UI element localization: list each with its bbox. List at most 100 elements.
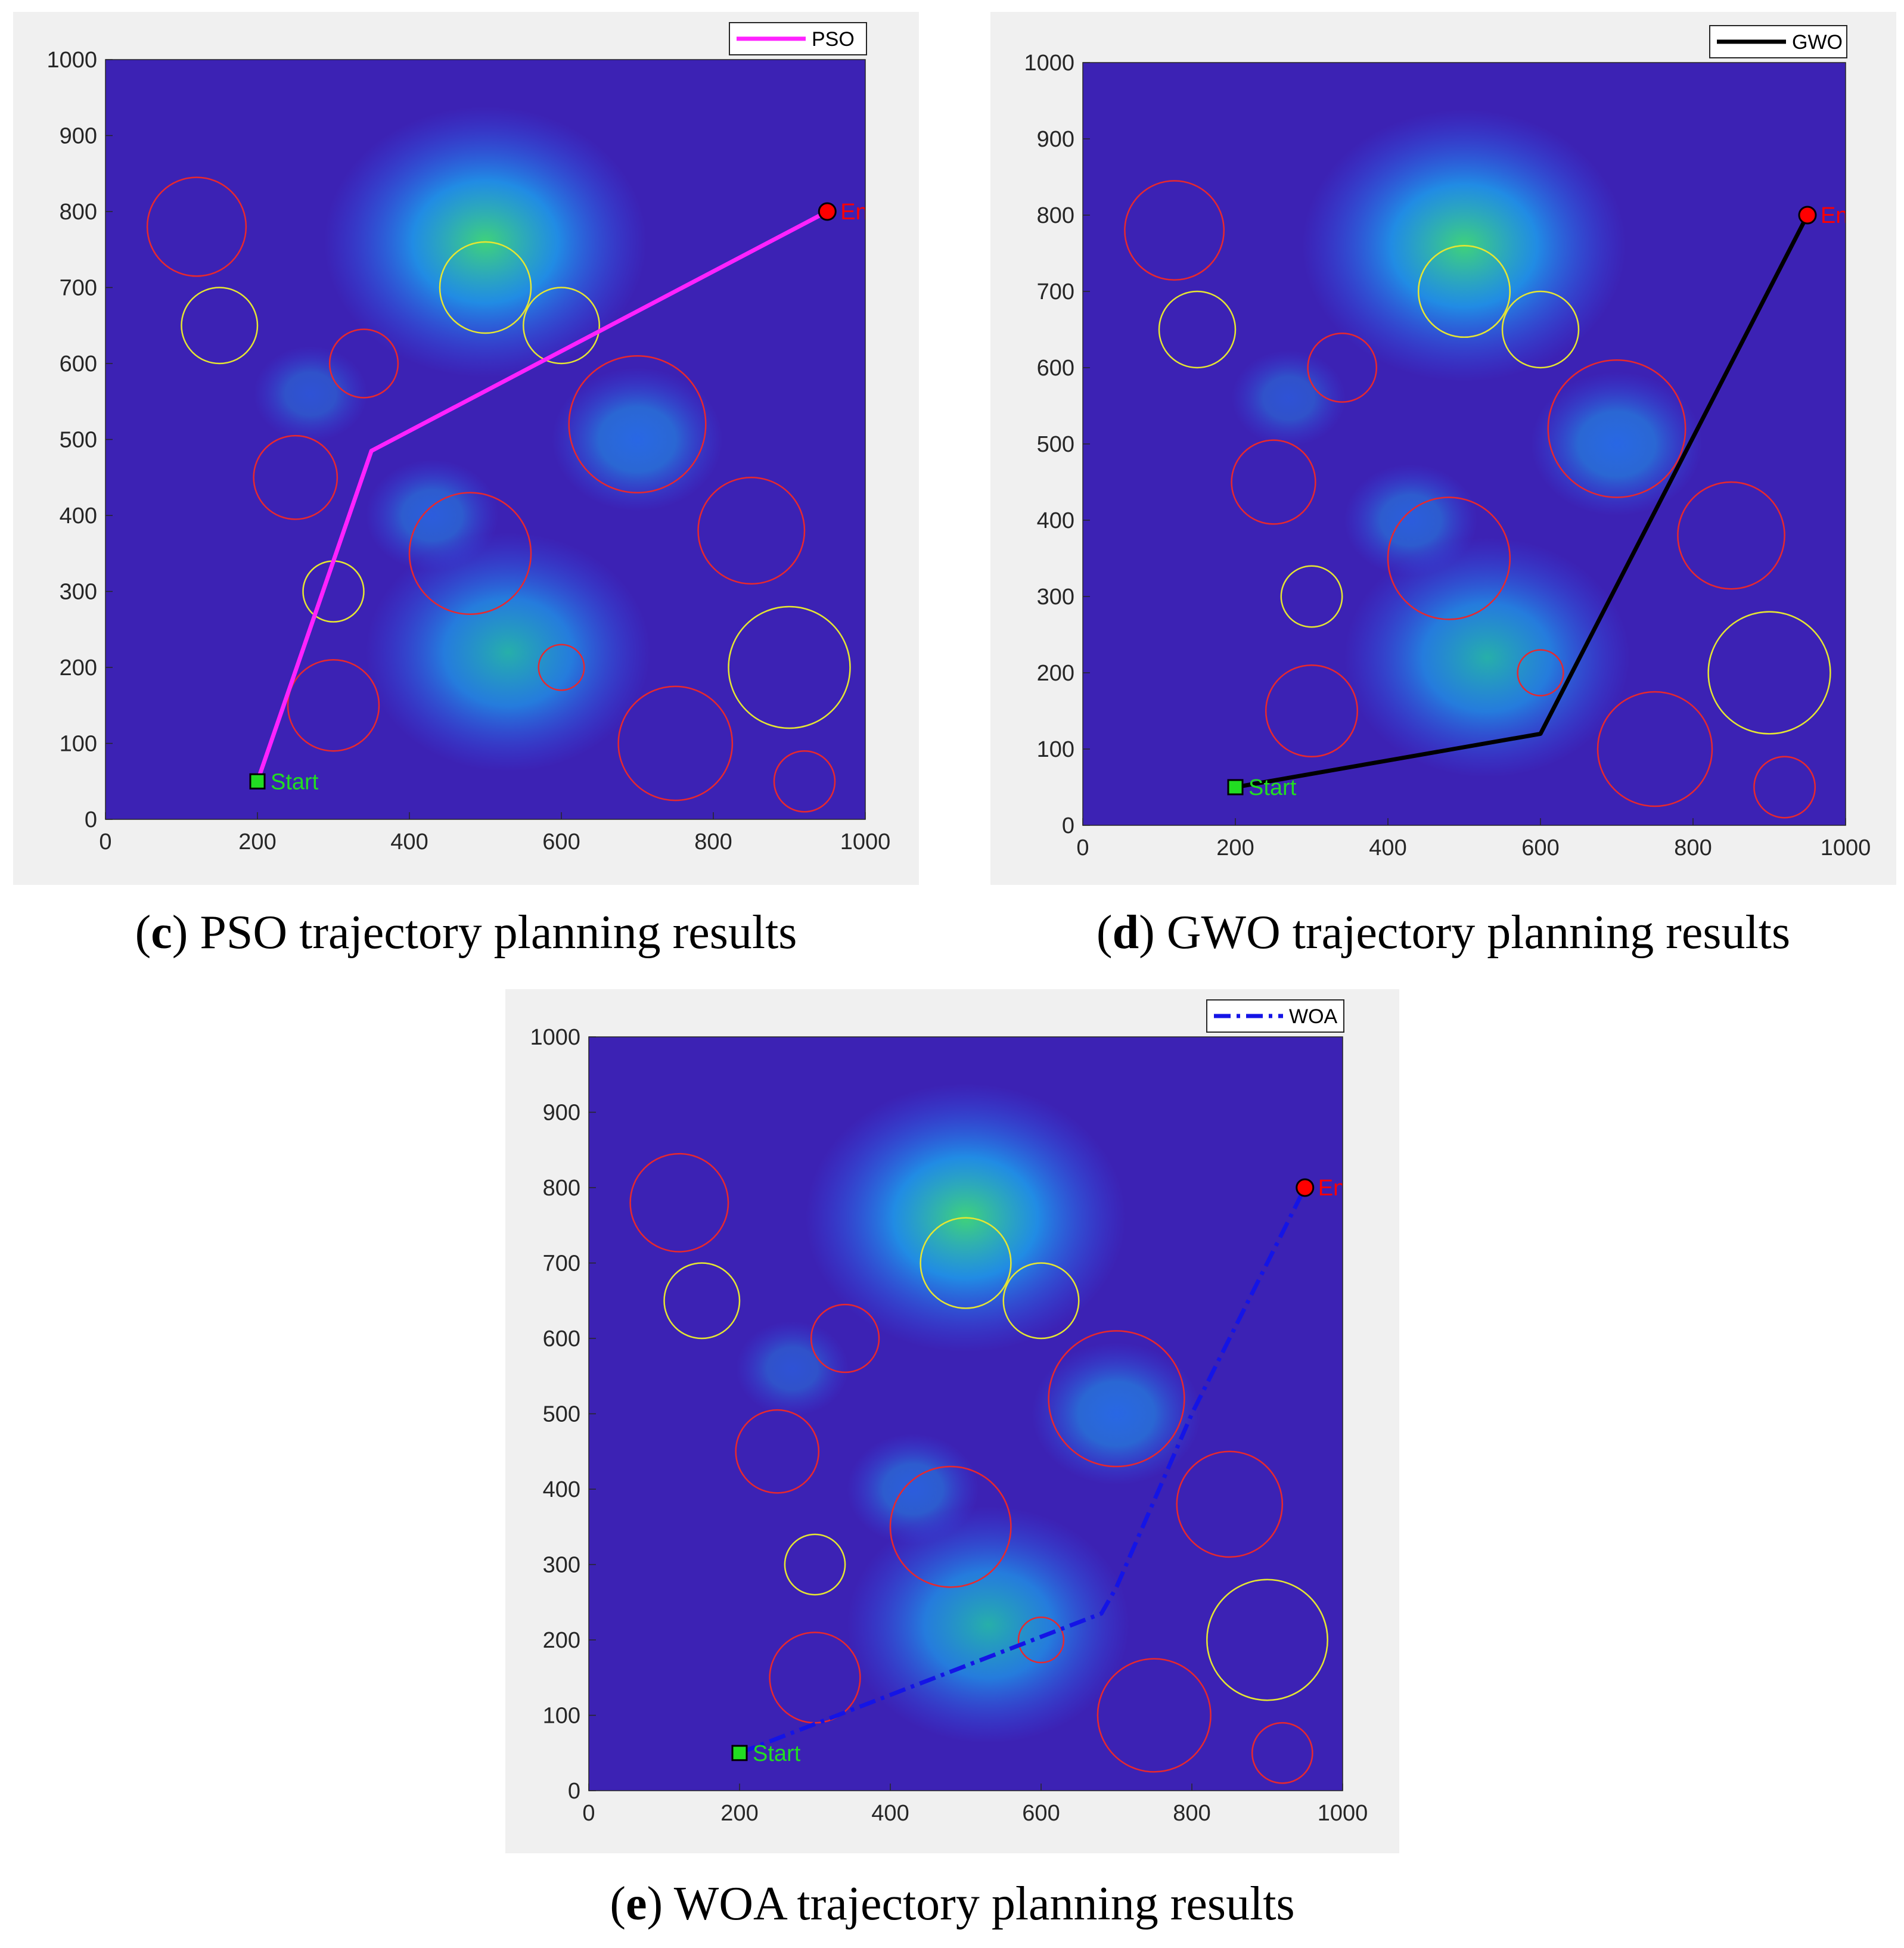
y-tick-label: 0 xyxy=(568,1779,580,1804)
red-threat-circle xyxy=(735,1409,820,1494)
y-tick-label: 100 xyxy=(60,732,97,757)
x-tick-label: 600 xyxy=(1022,1801,1060,1826)
start-label: Start xyxy=(1248,775,1297,800)
x-tick-label: 800 xyxy=(1173,1801,1210,1826)
y-tick-label: 1000 xyxy=(46,48,97,73)
x-tick-label: 200 xyxy=(720,1801,758,1826)
x-tick-label: 600 xyxy=(1521,835,1559,860)
y-tick-label: 800 xyxy=(1037,203,1074,228)
legend-label: GWO xyxy=(1792,31,1843,54)
legend-label: WOA xyxy=(1289,1005,1338,1028)
trajectory-line xyxy=(738,1186,1307,1756)
threat-field xyxy=(1032,1342,1201,1486)
y-tick-label: 900 xyxy=(1037,127,1074,152)
yellow-threat-circle xyxy=(1707,611,1831,735)
red-threat-circle xyxy=(1124,180,1225,281)
x-tick-label: 800 xyxy=(1674,835,1712,860)
y-tick-label: 500 xyxy=(543,1402,580,1427)
red-threat-circle xyxy=(1307,333,1378,403)
y-tick-label: 700 xyxy=(1037,279,1074,305)
yellow-threat-circle xyxy=(663,1262,741,1340)
legend-label: PSO xyxy=(812,28,855,51)
caption-letter: e xyxy=(625,1878,647,1930)
x-tick-label: 800 xyxy=(694,829,732,855)
y-tick-label: 900 xyxy=(60,124,97,149)
threat-field xyxy=(365,459,499,571)
yellow-threat-circle xyxy=(1417,244,1511,338)
threat-field xyxy=(365,532,651,772)
red-threat-circle xyxy=(1387,496,1511,620)
red-threat-circle xyxy=(1176,1450,1284,1558)
x-tick-label: 200 xyxy=(1216,835,1254,860)
end-label: End xyxy=(840,200,881,225)
y-tick-label: 900 xyxy=(543,1101,580,1126)
yellow-threat-circle xyxy=(1206,1579,1328,1701)
y-tick-label: 400 xyxy=(543,1477,580,1502)
red-threat-circle xyxy=(1596,691,1713,807)
x-tick-label: 1000 xyxy=(1821,835,1871,860)
caption-woa: (e) WOA trajectory planning results xyxy=(610,1878,1295,1930)
y-tick-label: 200 xyxy=(1037,661,1074,686)
x-tick-label: 200 xyxy=(238,829,276,855)
y-tick-label: 700 xyxy=(543,1251,580,1276)
pso-chart: Start End 0 100 200 300 400 500 600 700 800 900 1000… xyxy=(13,12,919,885)
caption-letter: d xyxy=(1112,906,1139,959)
legend: WOA xyxy=(1206,999,1344,1033)
red-threat-circle xyxy=(568,355,707,493)
caption-gwo: (d) GWO trajectory planning results xyxy=(1096,906,1791,959)
yellow-threat-circle xyxy=(1158,290,1237,369)
yellow-threat-circle xyxy=(920,1217,1012,1309)
caption-pso: (c) PSO trajectory planning results xyxy=(135,906,797,959)
red-threat-circle xyxy=(617,685,734,801)
red-threat-circle xyxy=(889,1465,1012,1588)
woa-chart: Start End 0 100 200 300 400 500 600 700 800 900 1000… xyxy=(505,989,1399,1853)
caption-text: WOA trajectory planning results xyxy=(663,1878,1295,1930)
end-marker xyxy=(818,202,837,221)
yellow-threat-circle xyxy=(439,241,532,334)
y-tick-label: 0 xyxy=(1062,813,1074,838)
end-label: End xyxy=(1821,203,1861,228)
red-threat-circle xyxy=(287,659,380,752)
y-tick-label: 100 xyxy=(1037,737,1074,762)
red-threat-circle xyxy=(1251,1722,1313,1784)
y-tick-label: 200 xyxy=(543,1628,580,1653)
x-tick-label: 600 xyxy=(542,829,580,855)
yellow-threat-circle xyxy=(523,287,600,365)
red-threat-circle xyxy=(408,492,532,615)
caption-text: PSO trajectory planning results xyxy=(188,906,797,959)
yellow-threat-circle xyxy=(728,605,851,729)
red-threat-circle xyxy=(328,328,399,399)
x-tick-label: 1000 xyxy=(840,829,891,855)
red-threat-circle xyxy=(629,1152,729,1253)
x-tick-label: 0 xyxy=(582,1801,595,1826)
caption-letter: c xyxy=(151,906,172,959)
yellow-threat-circle xyxy=(784,1533,846,1596)
legend: PSO xyxy=(729,22,867,55)
red-threat-circle xyxy=(146,176,247,277)
threat-field xyxy=(1231,350,1346,446)
red-threat-circle xyxy=(1097,1658,1212,1773)
plot-area: Start End xyxy=(589,1037,1359,1791)
end-marker xyxy=(1798,206,1817,225)
y-tick-label: 500 xyxy=(60,428,97,453)
end-label: End xyxy=(1318,1176,1359,1201)
y-tick-label: 600 xyxy=(60,352,97,377)
y-tick-label: 600 xyxy=(543,1326,580,1352)
plot-area: Start End xyxy=(105,60,881,819)
y-tick-label: 800 xyxy=(60,200,97,225)
start-label: Start xyxy=(271,769,319,794)
x-tick-label: 0 xyxy=(99,829,111,855)
x-tick-label: 400 xyxy=(390,829,428,855)
red-threat-circle xyxy=(1017,1616,1065,1664)
threat-field xyxy=(847,1434,979,1545)
red-threat-circle xyxy=(538,644,585,691)
threat-field xyxy=(1531,372,1703,516)
caption-text: GWO trajectory planning results xyxy=(1154,906,1791,959)
threat-field xyxy=(1344,537,1630,778)
y-tick-label: 200 xyxy=(60,655,97,681)
start-marker xyxy=(1227,779,1244,796)
trajectory-line xyxy=(255,209,830,784)
red-threat-circle xyxy=(1231,439,1316,525)
y-tick-label: 400 xyxy=(1037,508,1074,533)
y-tick-label: 700 xyxy=(60,276,97,301)
